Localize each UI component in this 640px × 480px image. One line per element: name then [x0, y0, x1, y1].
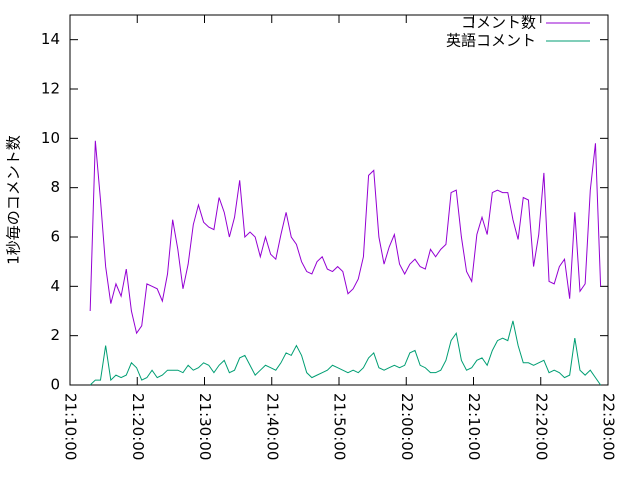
y-tick-label: 2 — [50, 326, 60, 344]
x-tick-label: 21:10:00 — [62, 393, 80, 460]
y-tick-label: 0 — [50, 376, 60, 394]
y-tick-label: 6 — [50, 228, 60, 246]
legend-label: コメント数 — [461, 14, 536, 32]
x-tick-label: 21:30:00 — [196, 393, 214, 460]
series-line — [89, 320, 602, 386]
y-tick-label: 10 — [41, 129, 60, 147]
x-tick-label: 22:10:00 — [465, 393, 483, 460]
y-tick-label: 4 — [50, 277, 60, 295]
y-tick-label: 8 — [50, 178, 60, 196]
x-tick-label: 21:20:00 — [129, 393, 147, 460]
x-tick-label: 22:30:00 — [600, 393, 618, 460]
x-tick-label: 22:00:00 — [398, 393, 416, 460]
y-tick-label: 12 — [41, 80, 60, 98]
x-tick-label: 21:50:00 — [331, 393, 349, 460]
x-tick-label: 21:40:00 — [263, 393, 281, 460]
y-tick-label: 14 — [41, 30, 60, 48]
series-line — [89, 140, 602, 335]
legend-label: 英語コメント — [446, 32, 536, 50]
x-tick-label: 22:20:00 — [532, 393, 550, 460]
y-axis-label: 1秒毎のコメント数 — [5, 135, 23, 265]
